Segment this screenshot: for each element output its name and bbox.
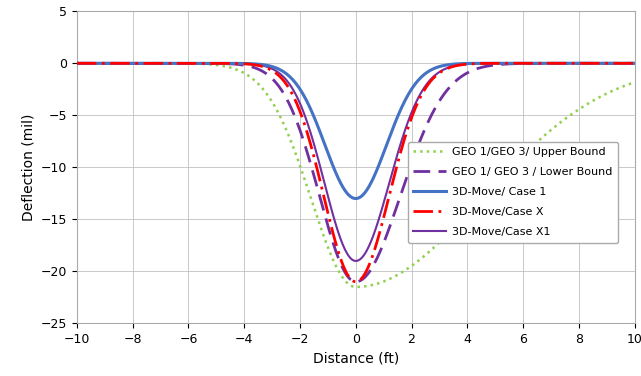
3D-Move/Case X1 [73, 61, 81, 65]
GEO 1/GEO 3/ Upper Bound [352, 285, 360, 289]
GEO 1/ GEO 3 / Lower Bound [101, 61, 109, 65]
Line: 3D-Move/Case X1: 3D-Move/Case X1 [77, 63, 635, 261]
GEO 1/ GEO 3 / Lower Bound [631, 61, 638, 65]
Line: 3D-Move/Case X: 3D-Move/Case X [77, 63, 635, 282]
GEO 1/ GEO 3 / Lower Bound [512, 61, 520, 66]
3D-Move/ Case 1 [615, 61, 622, 65]
3D-Move/Case X [631, 61, 638, 65]
GEO 1/GEO 3/ Upper Bound [73, 61, 81, 65]
Line: GEO 1/GEO 3/ Upper Bound: GEO 1/GEO 3/ Upper Bound [77, 63, 635, 287]
3D-Move/Case X [329, 232, 337, 237]
3D-Move/ Case 1 [512, 61, 520, 65]
Legend: GEO 1/GEO 3/ Upper Bound, GEO 1/ GEO 3 / Lower Bound, 3D-Move/ Case 1, 3D-Move/C: GEO 1/GEO 3/ Upper Bound, GEO 1/ GEO 3 /… [408, 142, 618, 243]
3D-Move/Case X [352, 279, 360, 284]
Line: GEO 1/ GEO 3 / Lower Bound: GEO 1/ GEO 3 / Lower Bound [77, 63, 635, 282]
Y-axis label: Deflection (mil): Deflection (mil) [21, 114, 35, 221]
3D-Move/Case X1 [615, 61, 622, 65]
3D-Move/Case X1 [631, 61, 638, 65]
3D-Move/Case X [615, 61, 622, 65]
3D-Move/ Case 1 [615, 61, 622, 65]
GEO 1/GEO 3/ Upper Bound [329, 258, 337, 262]
GEO 1/ GEO 3 / Lower Bound [615, 61, 622, 65]
3D-Move/Case X [615, 61, 622, 65]
GEO 1/ GEO 3 / Lower Bound [344, 274, 352, 279]
3D-Move/ Case 1 [344, 192, 352, 197]
3D-Move/ Case 1 [631, 61, 638, 65]
GEO 1/GEO 3/ Upper Bound [631, 80, 638, 85]
3D-Move/ Case 1 [352, 196, 360, 201]
GEO 1/GEO 3/ Upper Bound [615, 86, 622, 91]
GEO 1/ GEO 3 / Lower Bound [329, 241, 337, 246]
X-axis label: Distance (ft): Distance (ft) [313, 352, 399, 365]
3D-Move/Case X1 [329, 214, 337, 218]
3D-Move/Case X1 [615, 61, 622, 65]
GEO 1/GEO 3/ Upper Bound [101, 61, 109, 65]
3D-Move/Case X1 [352, 259, 360, 263]
GEO 1/ GEO 3 / Lower Bound [73, 61, 81, 65]
3D-Move/Case X [101, 61, 109, 65]
3D-Move/Case X [512, 61, 520, 65]
Line: 3D-Move/ Case 1: 3D-Move/ Case 1 [77, 63, 635, 199]
GEO 1/GEO 3/ Upper Bound [512, 160, 520, 164]
GEO 1/GEO 3/ Upper Bound [344, 281, 352, 286]
GEO 1/GEO 3/ Upper Bound [615, 86, 622, 91]
GEO 1/ GEO 3 / Lower Bound [352, 279, 360, 284]
3D-Move/ Case 1 [73, 61, 81, 65]
3D-Move/Case X1 [512, 61, 520, 65]
3D-Move/Case X [73, 61, 81, 65]
3D-Move/ Case 1 [329, 164, 337, 169]
3D-Move/Case X1 [344, 253, 352, 257]
3D-Move/Case X1 [101, 61, 109, 65]
3D-Move/ Case 1 [101, 61, 109, 65]
GEO 1/ GEO 3 / Lower Bound [615, 61, 622, 65]
3D-Move/Case X [344, 273, 352, 278]
